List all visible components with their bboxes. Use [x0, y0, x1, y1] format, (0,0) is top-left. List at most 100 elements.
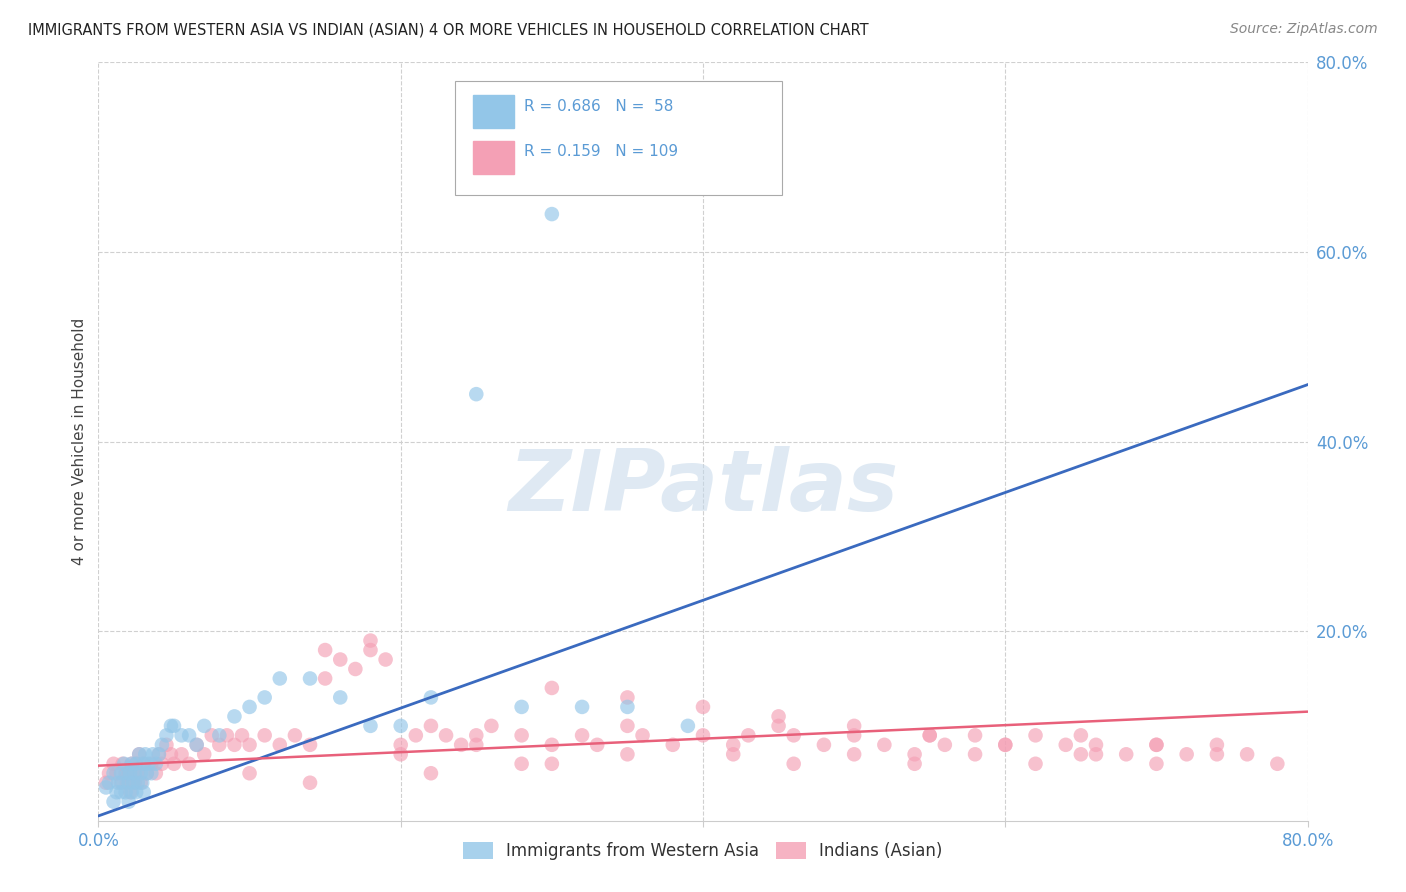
Point	[616, 747, 638, 762]
Point	[723, 738, 745, 752]
Point	[965, 747, 987, 762]
Point	[186, 738, 208, 752]
Point	[122, 776, 145, 790]
Point	[98, 776, 121, 790]
Point	[481, 719, 503, 733]
Point	[329, 690, 352, 705]
Point	[127, 766, 149, 780]
Point	[128, 747, 150, 762]
Point	[1024, 728, 1046, 742]
Point	[1085, 738, 1108, 752]
Point	[131, 776, 153, 790]
Point	[148, 747, 170, 762]
Point	[676, 719, 699, 733]
Point	[115, 766, 138, 780]
Point	[540, 681, 562, 695]
Point	[94, 776, 117, 790]
FancyBboxPatch shape	[474, 141, 515, 174]
Point	[224, 709, 246, 723]
Point	[125, 756, 148, 771]
Point	[1206, 738, 1229, 752]
Point	[105, 785, 128, 799]
FancyBboxPatch shape	[474, 95, 515, 128]
Point	[1206, 747, 1229, 762]
Point	[179, 756, 201, 771]
Point	[389, 738, 412, 752]
Point	[160, 719, 183, 733]
Point	[360, 633, 382, 648]
Point	[145, 766, 167, 780]
Point	[110, 776, 132, 790]
Point	[269, 738, 291, 752]
Point	[127, 776, 149, 790]
Point	[405, 728, 427, 742]
Point	[299, 738, 322, 752]
Point	[118, 766, 141, 780]
Point	[586, 738, 609, 752]
Point	[768, 709, 790, 723]
Point	[465, 738, 488, 752]
Point	[150, 756, 173, 771]
Point	[465, 387, 488, 401]
Point	[121, 756, 143, 771]
Point	[134, 747, 156, 762]
Point	[170, 747, 193, 762]
Point	[141, 756, 163, 771]
Point	[253, 690, 276, 705]
Point	[115, 776, 138, 790]
Point	[904, 756, 927, 771]
Point	[571, 699, 593, 714]
Point	[783, 756, 806, 771]
Point	[571, 728, 593, 742]
Point	[120, 785, 142, 799]
Point	[374, 652, 396, 666]
Point	[844, 728, 866, 742]
Point	[329, 652, 352, 666]
Point	[145, 756, 167, 771]
Point	[783, 728, 806, 742]
Point	[389, 719, 412, 733]
Point	[692, 728, 714, 742]
Point	[1267, 756, 1289, 771]
Point	[1115, 747, 1137, 762]
Point	[224, 738, 246, 752]
Point	[135, 766, 157, 780]
Point	[94, 780, 117, 795]
Point	[420, 719, 443, 733]
Point	[616, 690, 638, 705]
Point	[692, 699, 714, 714]
Point	[110, 766, 132, 780]
Point	[616, 719, 638, 733]
Point	[918, 728, 941, 742]
Point	[631, 728, 654, 742]
Point	[155, 728, 177, 742]
Point	[118, 795, 141, 809]
Point	[186, 738, 208, 752]
Text: R = 0.686   N =  58: R = 0.686 N = 58	[524, 99, 673, 114]
Point	[103, 795, 125, 809]
Point	[114, 785, 136, 799]
Point	[299, 672, 322, 686]
Point	[1024, 756, 1046, 771]
Point	[723, 747, 745, 762]
Point	[141, 766, 163, 780]
Point	[201, 728, 224, 742]
Point	[389, 747, 412, 762]
Point	[420, 766, 443, 780]
Point	[103, 766, 125, 780]
Point	[142, 747, 165, 762]
Point	[284, 728, 307, 742]
Point	[1144, 738, 1167, 752]
Point	[873, 738, 896, 752]
Point	[510, 756, 533, 771]
Point	[360, 719, 382, 733]
Y-axis label: 4 or more Vehicles in Household: 4 or more Vehicles in Household	[72, 318, 87, 566]
Point	[121, 785, 143, 799]
Point	[465, 728, 488, 742]
Point	[170, 728, 193, 742]
Point	[1070, 728, 1092, 742]
Point	[193, 747, 215, 762]
Point	[125, 785, 148, 799]
Point	[148, 747, 170, 762]
Point	[1085, 747, 1108, 762]
